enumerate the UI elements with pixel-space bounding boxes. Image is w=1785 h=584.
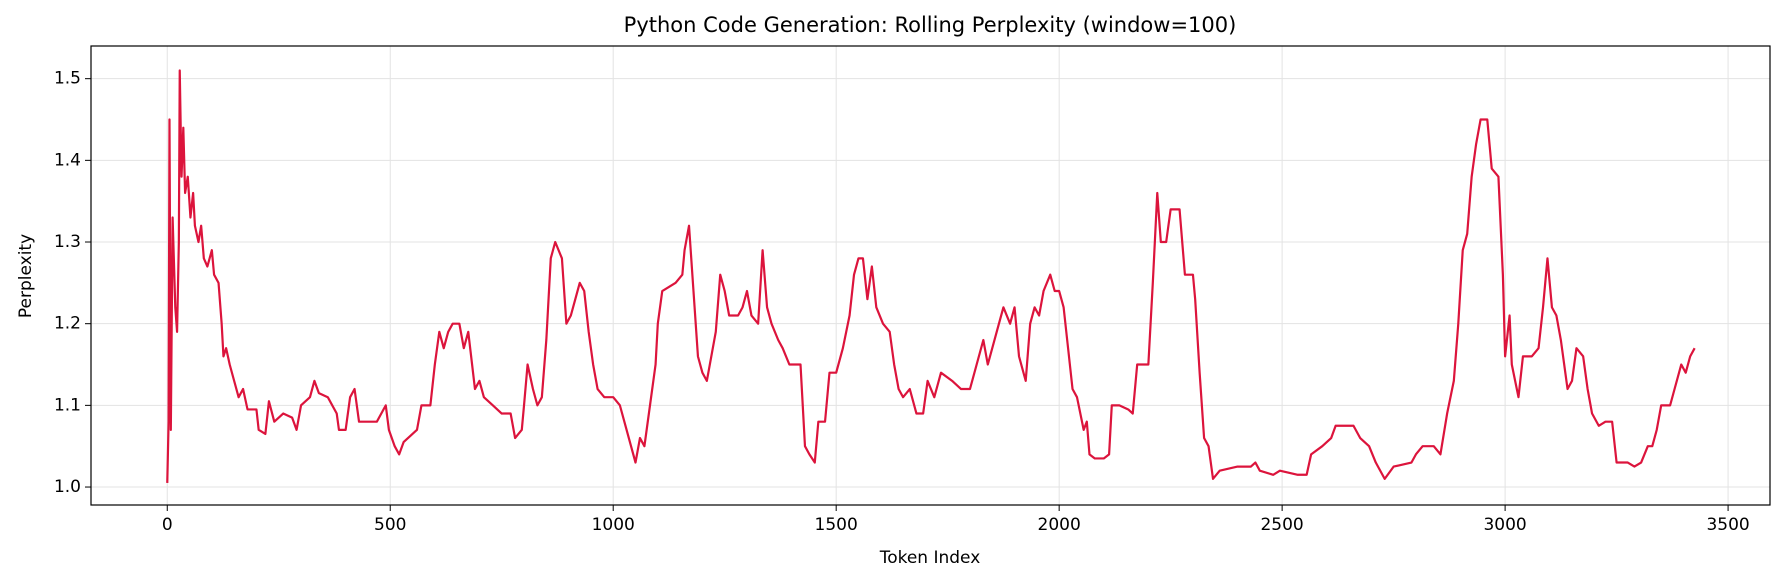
y-tick-label: 1.1 <box>54 395 81 415</box>
y-tick-label: 1.0 <box>54 477 81 497</box>
data-line <box>166 69 1696 483</box>
x-tick-label: 3500 <box>1706 515 1749 535</box>
y-axis-label: Perplexity <box>16 234 36 318</box>
plot-frame <box>90 45 1771 506</box>
y-tick-label: 1.3 <box>54 232 81 252</box>
x-axis-label: Token Index <box>879 548 981 568</box>
chart-title: Python Code Generation: Rolling Perplexi… <box>624 13 1237 37</box>
y-tick-label: 1.5 <box>54 69 81 89</box>
x-tick-label: 500 <box>374 515 406 535</box>
x-tick-label: 3000 <box>1483 515 1526 535</box>
y-tick-label: 1.2 <box>54 314 81 334</box>
x-tick-label: 2500 <box>1260 515 1303 535</box>
x-tick-label: 0 <box>162 515 173 535</box>
x-tick-label: 2000 <box>1038 515 1081 535</box>
x-tick-label: 1500 <box>815 515 858 535</box>
x-tick-label: 1000 <box>592 515 635 535</box>
y-tick-label: 1.4 <box>54 150 81 170</box>
